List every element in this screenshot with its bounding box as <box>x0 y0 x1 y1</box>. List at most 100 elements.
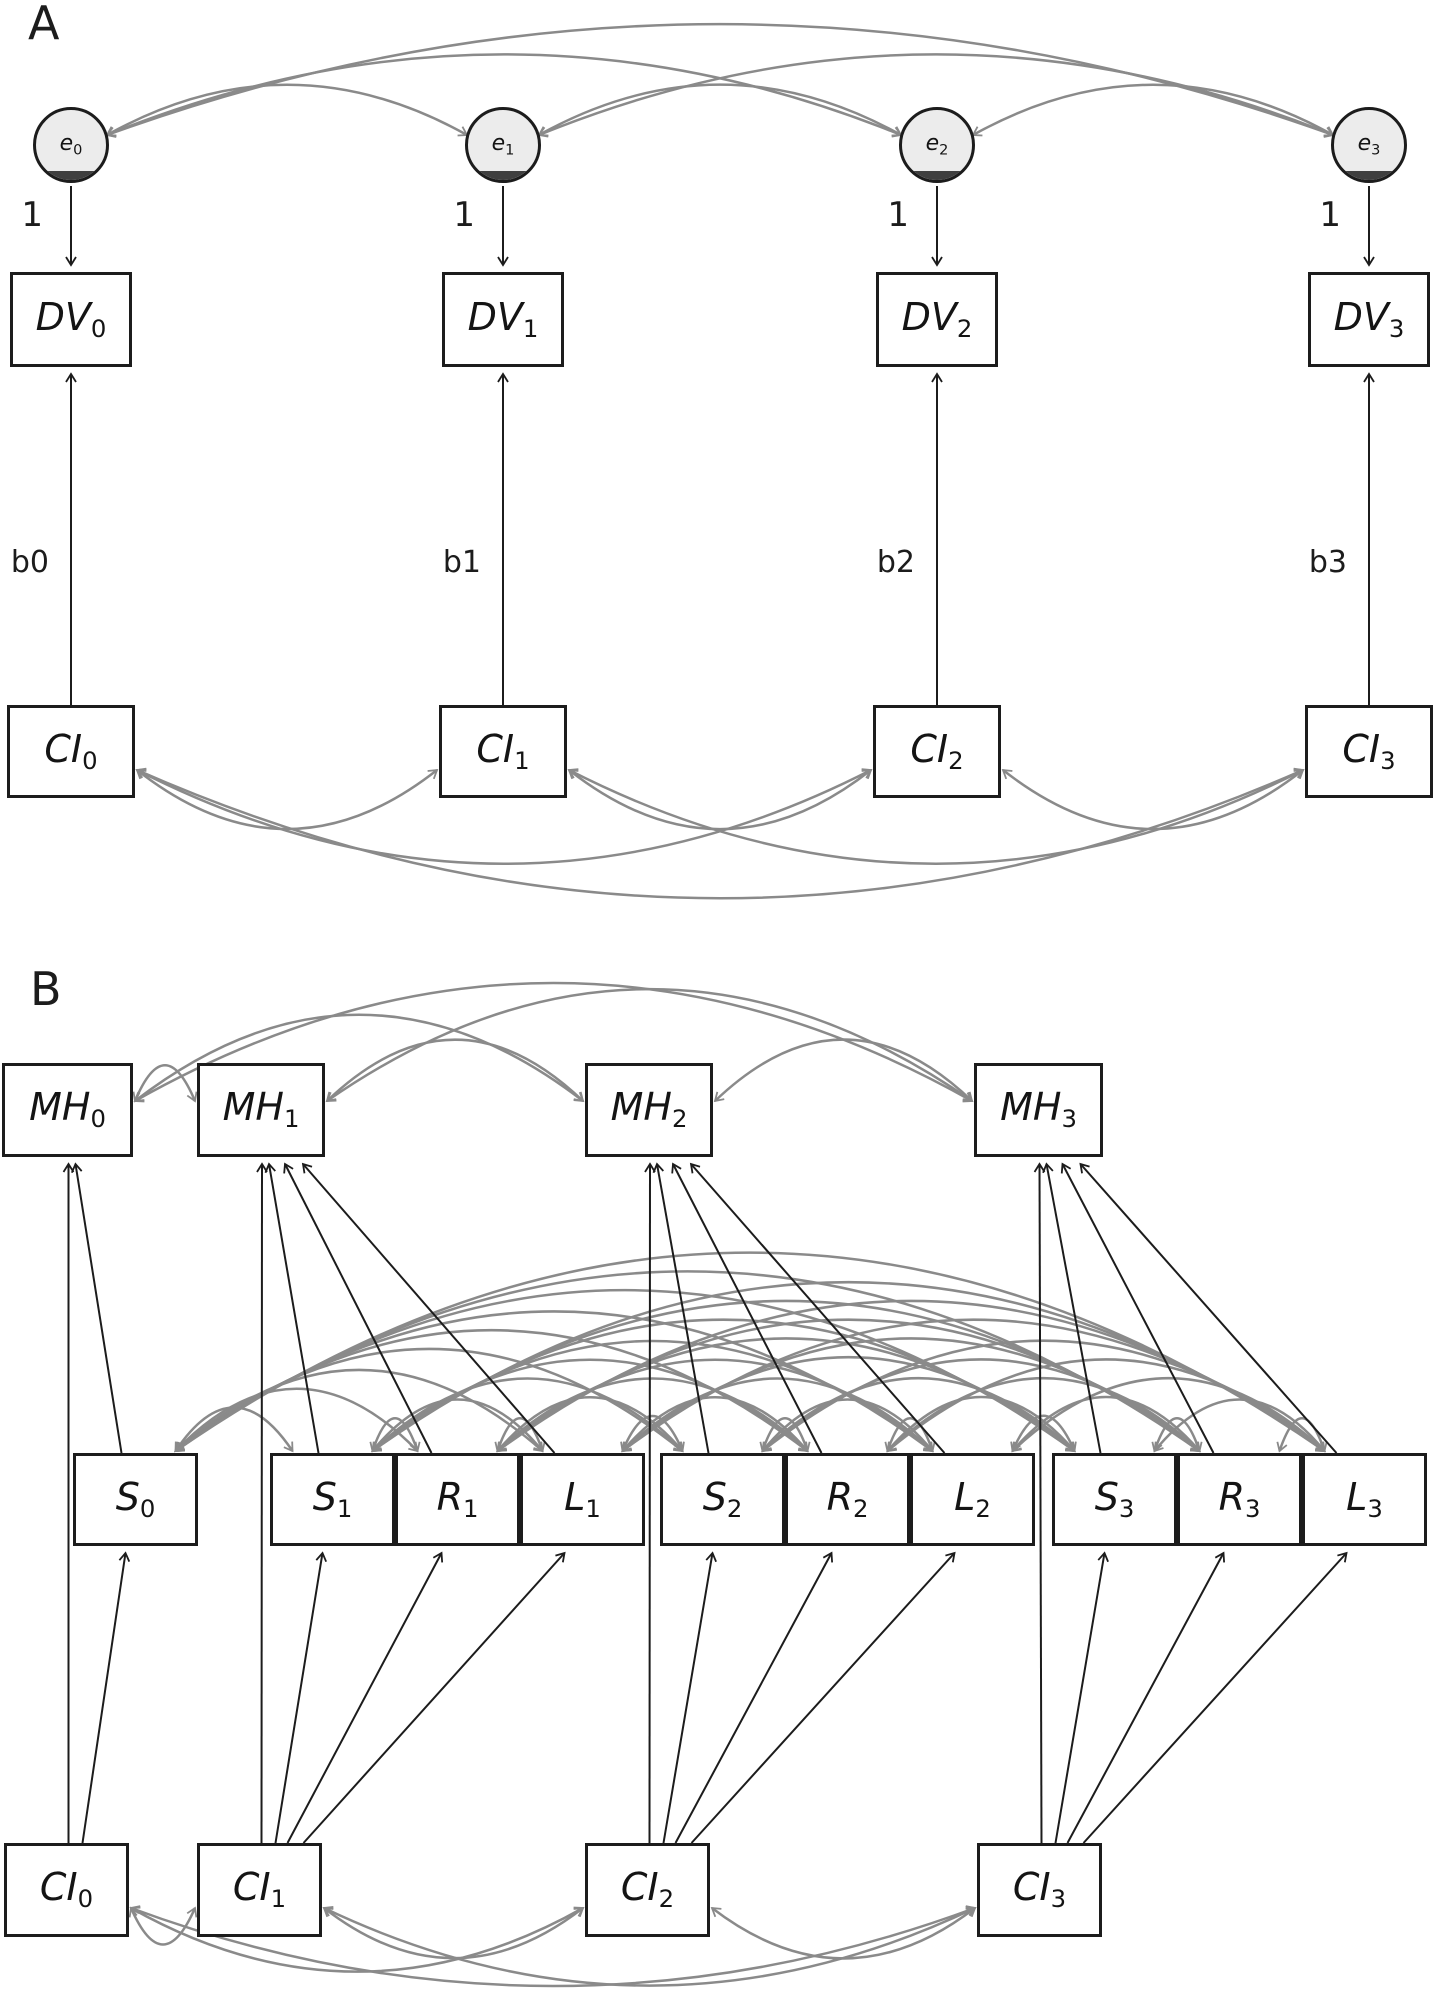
node-CI2b: CI2 <box>585 1843 710 1937</box>
cov-R1-S2 <box>496 1396 684 1453</box>
cov-R2-S3 <box>886 1395 1076 1453</box>
cov-MH2-MH3 <box>713 1038 974 1103</box>
edge-CI0b-S0 <box>81 1551 131 1844</box>
node-S2: S2 <box>660 1453 785 1546</box>
cov-CI0b-CI3b <box>129 1905 977 1988</box>
node-R3: R3 <box>1177 1453 1302 1546</box>
cov-R1-R2 <box>496 1377 809 1453</box>
cov-CI2a-CI3a <box>1001 768 1305 831</box>
cov-CI1a-CI3a <box>567 768 1305 865</box>
edge-CI2b-L2 <box>690 1551 956 1844</box>
edge-CI1b-MH1 <box>256 1162 268 1844</box>
node-DV3: DV3 <box>1308 272 1430 367</box>
node-R1: R1 <box>395 1453 520 1546</box>
error-shade <box>902 171 972 180</box>
node-CI3a: CI3 <box>1305 705 1433 798</box>
cov-MH0-MH3 <box>133 981 974 1103</box>
node-DV1: DV1 <box>442 272 564 367</box>
cov-S0-L1 <box>174 1368 544 1453</box>
path-coefficient-label-CI3a: b3 <box>1308 545 1347 580</box>
loading-label-e2: 1 <box>887 195 909 235</box>
node-e0: e0 <box>33 107 109 183</box>
cov-e2-e3 <box>971 83 1335 137</box>
edge-CI3b-R3 <box>1066 1551 1226 1844</box>
node-MH3: MH3 <box>974 1063 1103 1157</box>
cov-MH0-MH1 <box>132 1063 198 1103</box>
cov-e0-e1 <box>105 83 469 137</box>
cov-e0-e2 <box>105 53 903 138</box>
cov-CI1b-CI3b <box>322 1906 977 1987</box>
edge-CI2b-R2 <box>674 1551 834 1844</box>
node-CI0a: CI0 <box>7 705 135 798</box>
error-shade <box>468 171 538 180</box>
node-S1: S1 <box>270 1453 395 1546</box>
cov-CI0b-CI1b <box>128 1906 198 1946</box>
edge-R3-MH3 <box>1060 1162 1215 1454</box>
cov-S3-R3 <box>1151 1417 1203 1453</box>
path-coefficient-label-CI1a: b1 <box>442 545 481 580</box>
loading-label-e3: 1 <box>1319 195 1341 235</box>
cov-CI0a-CI1a <box>135 768 439 831</box>
node-MH0: MH0 <box>2 1063 133 1157</box>
cov-S2-L2 <box>761 1398 934 1453</box>
path-coefficient-label-CI0a: b0 <box>10 545 49 580</box>
cov-CI0a-CI3a <box>135 767 1305 900</box>
node-e2: e2 <box>899 107 975 183</box>
cov-CI1b-CI2b <box>322 1906 585 1960</box>
edge-CI2b-MH2 <box>644 1162 656 1844</box>
node-L3: L3 <box>1302 1453 1427 1546</box>
cov-L2-S3 <box>1010 1414 1077 1453</box>
node-L2: L2 <box>910 1453 1035 1546</box>
cov-S3-L3 <box>1153 1398 1326 1453</box>
error-shade <box>1334 171 1404 180</box>
path-coefficient-label-CI2a: b2 <box>876 545 915 580</box>
node-R2: R2 <box>785 1453 910 1546</box>
edge-CI3b-MH3 <box>1033 1162 1046 1844</box>
cov-MH0-MH2 <box>133 1013 585 1103</box>
cov-MH1-MH2 <box>325 1038 585 1103</box>
edge-CI3b-L3 <box>1082 1551 1348 1844</box>
edge-S1-MH1 <box>264 1162 320 1454</box>
cov-R1-L1 <box>494 1417 546 1453</box>
panel-a-label: A <box>28 0 60 50</box>
node-DV0: DV0 <box>10 272 132 367</box>
node-CI2a: CI2 <box>873 705 1001 798</box>
edge-L2-MH2 <box>689 1162 946 1454</box>
node-DV2: DV2 <box>876 272 998 367</box>
edge-CI1b-L1 <box>302 1551 566 1844</box>
cov-MH1-MH3 <box>325 987 974 1103</box>
cov-L1-S2 <box>620 1414 685 1453</box>
cov-e1-e2 <box>537 83 903 137</box>
edge-L1-MH1 <box>301 1162 556 1454</box>
cov-S1-R1 <box>369 1417 421 1453</box>
cov-L2-L3 <box>1011 1376 1326 1453</box>
error-shade <box>36 171 106 180</box>
node-S3: S3 <box>1052 1453 1177 1546</box>
node-e3: e3 <box>1331 107 1407 183</box>
node-MH2: MH2 <box>585 1063 713 1157</box>
cov-CI2b-CI3b <box>710 1906 977 1960</box>
edge-S0-MH0 <box>70 1162 123 1454</box>
node-L1: L1 <box>520 1453 645 1546</box>
cov-e1-e3 <box>537 53 1335 138</box>
cov-L1-L2 <box>621 1377 934 1453</box>
edge-CI1b-S1 <box>274 1551 327 1844</box>
cov-R3-L3 <box>1276 1417 1328 1453</box>
loading-label-e0: 1 <box>21 195 43 235</box>
node-MH1: MH1 <box>197 1063 325 1157</box>
node-CI1b: CI1 <box>197 1843 322 1937</box>
edge-S3-MH3 <box>1042 1162 1102 1454</box>
node-CI3b: CI3 <box>977 1843 1102 1937</box>
edge-CI1b-R1 <box>286 1551 444 1844</box>
edge-L3-MH3 <box>1079 1162 1338 1454</box>
node-CI1a: CI1 <box>439 705 567 798</box>
edge-CI2b-S2 <box>662 1551 717 1844</box>
cov-e0-e3 <box>105 22 1335 138</box>
edge-R2-MH2 <box>671 1162 823 1454</box>
cov-S1-L1 <box>371 1398 544 1453</box>
edge-S2-MH2 <box>652 1162 710 1454</box>
cov-R2-R3 <box>886 1376 1201 1453</box>
cov-R2-L3 <box>886 1358 1326 1453</box>
